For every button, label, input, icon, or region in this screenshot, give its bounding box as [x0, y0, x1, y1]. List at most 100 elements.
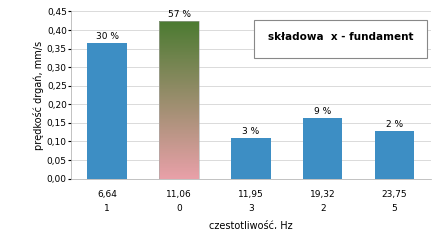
Bar [159, 92, 199, 93]
Bar [159, 112, 199, 113]
Bar [159, 89, 199, 90]
Bar [159, 73, 199, 74]
Bar [159, 134, 199, 135]
Bar [159, 28, 199, 29]
Bar [159, 56, 199, 57]
Bar [159, 83, 199, 84]
Bar [159, 153, 199, 154]
Bar [159, 33, 199, 34]
Bar [159, 156, 199, 157]
Bar [159, 121, 199, 122]
Bar [159, 71, 199, 72]
Bar [159, 158, 199, 159]
Bar [159, 119, 199, 120]
Bar [159, 160, 199, 161]
Bar [159, 138, 199, 139]
Bar [159, 87, 199, 88]
Bar [159, 106, 199, 107]
Bar [159, 109, 199, 110]
Bar [159, 120, 199, 121]
Bar [159, 108, 199, 109]
Text: 3: 3 [248, 204, 254, 213]
Text: 0: 0 [176, 204, 182, 213]
Bar [159, 127, 199, 128]
Bar [159, 25, 199, 26]
Text: 30 %: 30 % [95, 32, 119, 41]
Bar [159, 100, 199, 101]
Bar [159, 96, 199, 97]
Bar [159, 116, 199, 117]
Bar [159, 139, 199, 140]
Bar [159, 103, 199, 104]
Bar [159, 129, 199, 130]
Bar [159, 46, 199, 47]
Bar [159, 159, 199, 160]
Bar [159, 49, 199, 50]
Bar [159, 76, 199, 77]
Bar [159, 70, 199, 71]
Bar [159, 54, 199, 55]
Bar [159, 38, 199, 39]
Bar [159, 124, 199, 125]
Bar [159, 74, 199, 75]
Text: 23,75: 23,75 [382, 190, 408, 199]
Bar [159, 44, 199, 45]
Bar [159, 86, 199, 87]
Bar [231, 139, 271, 179]
Bar [159, 164, 199, 165]
Bar [159, 170, 199, 171]
Bar [159, 99, 199, 100]
Bar [159, 67, 199, 68]
Bar [159, 77, 199, 78]
Bar [159, 30, 199, 31]
Text: 5: 5 [392, 204, 397, 213]
Bar [159, 123, 199, 124]
Bar [159, 32, 199, 33]
Bar [159, 162, 199, 163]
Bar [159, 45, 199, 46]
Bar [159, 135, 199, 136]
Bar [159, 61, 199, 62]
Bar [159, 161, 199, 162]
Bar [159, 132, 199, 133]
Bar [159, 131, 199, 132]
Bar [159, 113, 199, 114]
Bar [159, 176, 199, 177]
Bar [303, 118, 342, 179]
Bar [159, 35, 199, 36]
Bar [159, 41, 199, 42]
Bar [159, 142, 199, 143]
Bar [159, 107, 199, 108]
FancyBboxPatch shape [254, 20, 427, 58]
Bar [159, 75, 199, 76]
Bar [159, 93, 199, 94]
Y-axis label: prędkość drgań, mm/s: prędkość drgań, mm/s [33, 41, 44, 150]
Bar [159, 141, 199, 142]
Bar [159, 154, 199, 155]
Bar [159, 148, 199, 149]
Bar [159, 21, 199, 22]
Bar [159, 72, 199, 73]
Bar [159, 40, 199, 41]
Bar [159, 82, 199, 83]
Bar [159, 48, 199, 49]
Text: 6,64: 6,64 [97, 190, 117, 199]
Bar [159, 114, 199, 115]
Bar [159, 177, 199, 178]
Bar [159, 52, 199, 53]
Bar [159, 62, 199, 63]
Text: 11,06: 11,06 [166, 190, 192, 199]
Bar [159, 43, 199, 44]
Bar [159, 78, 199, 79]
Bar [159, 168, 199, 169]
Bar [159, 145, 199, 146]
Bar [159, 128, 199, 129]
Bar [159, 39, 199, 40]
Bar [159, 55, 199, 56]
Bar [159, 178, 199, 179]
Bar [87, 43, 127, 179]
Bar [159, 118, 199, 119]
Bar [159, 63, 199, 64]
Bar [159, 146, 199, 147]
Bar [159, 88, 199, 89]
